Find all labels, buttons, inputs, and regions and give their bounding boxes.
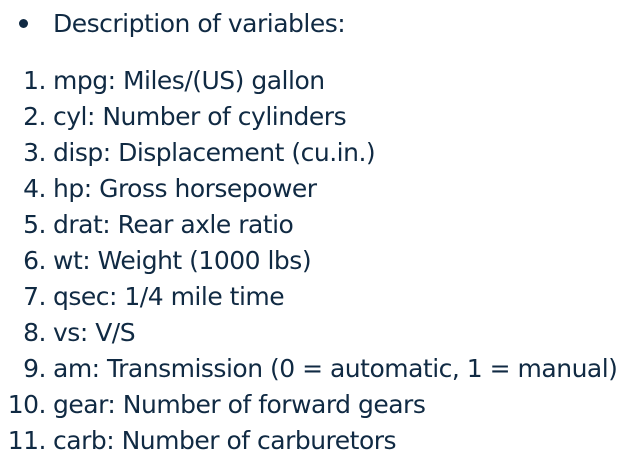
list-item: 9. am: Transmission (0 = automatic, 1 = m… — [0, 351, 634, 387]
list-item: 1. mpg: Miles/(US) gallon — [0, 63, 634, 99]
item-text: disp: Displacement (cu.in.) — [53, 138, 376, 167]
item-number: 1. — [23, 66, 46, 95]
item-text: wt: Weight (1000 lbs) — [53, 246, 312, 275]
item-number: 6. — [23, 246, 46, 275]
variable-list: 1. mpg: Miles/(US) gallon 2. cyl: Number o… — [0, 63, 634, 459]
list-item: 4. hp: Gross horsepower — [0, 171, 634, 207]
list-item: 3. disp: Displacement (cu.in.) — [0, 135, 634, 171]
item-number: 5. — [23, 210, 46, 239]
bullet-heading-row: Description of variables: — [0, 0, 634, 48]
item-text: am: Transmission (0 = automatic, 1 = man… — [53, 354, 618, 383]
item-text: vs: V/S — [53, 318, 136, 347]
item-text: drat: Rear axle ratio — [53, 210, 294, 239]
item-text: qsec: 1/4 mile time — [53, 282, 285, 311]
item-number: 10. — [7, 390, 47, 419]
list-item: 6. wt: Weight (1000 lbs) — [0, 243, 634, 279]
item-text: hp: Gross horsepower — [53, 174, 317, 203]
list-item: 2. cyl: Number of cylinders — [0, 99, 634, 135]
item-number: 3. — [23, 138, 46, 167]
list-item: 10. gear: Number of forward gears — [0, 387, 634, 423]
item-number: 4. — [23, 174, 46, 203]
item-number: 9. — [23, 354, 46, 383]
list-item: 8. vs: V/S — [0, 315, 634, 351]
list-item: 11. carb: Number of carburetors — [0, 423, 634, 459]
list-item: 5. drat: Rear axle ratio — [0, 207, 634, 243]
item-text: mpg: Miles/(US) gallon — [53, 66, 325, 95]
list-item: 7. qsec: 1/4 mile time — [0, 279, 634, 315]
item-number: 2. — [23, 102, 46, 131]
item-text: cyl: Number of cylinders — [53, 102, 347, 131]
item-number: 8. — [23, 318, 46, 347]
item-number: 7. — [23, 282, 46, 311]
heading-text: Description of variables: — [53, 9, 346, 38]
item-text: gear: Number of forward gears — [53, 390, 426, 419]
item-number: 11. — [7, 426, 47, 455]
item-text: carb: Number of carburetors — [53, 426, 397, 455]
bullet-dot-icon — [19, 19, 28, 28]
